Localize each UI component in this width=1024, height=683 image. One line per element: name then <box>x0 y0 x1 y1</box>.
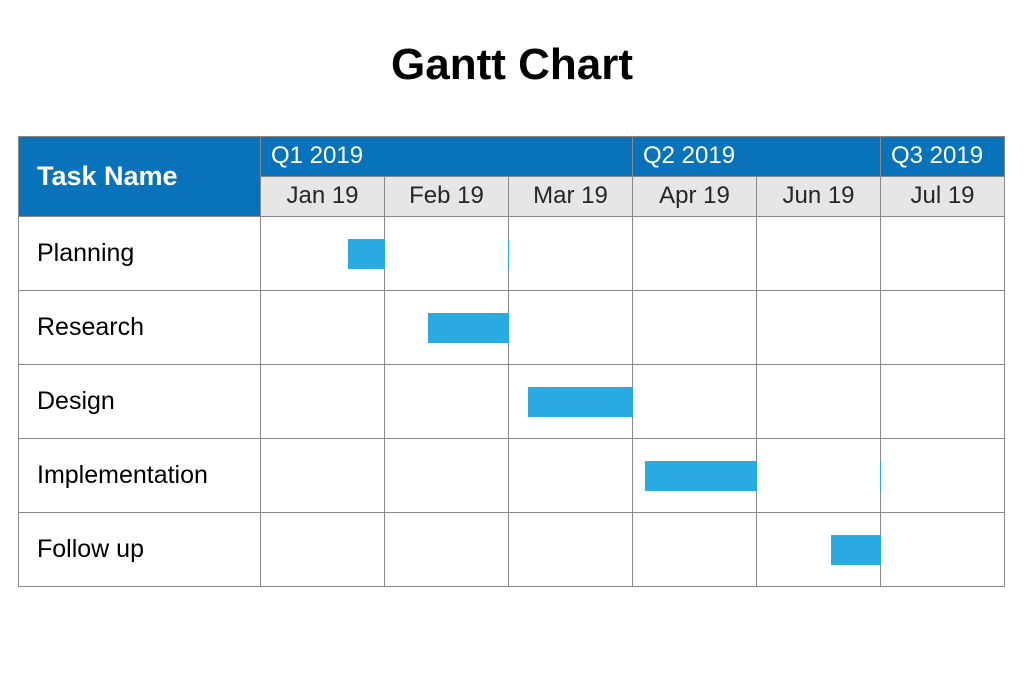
timeline-cell <box>385 365 509 439</box>
quarter-header: Q1 2019 <box>261 137 633 177</box>
timeline-cell <box>881 217 1005 291</box>
task-label: Planning <box>19 217 261 291</box>
gantt-table: Task NameQ1 2019Q2 2019Q3 2019 Jan 19Feb … <box>18 136 1005 587</box>
timeline-cell <box>757 291 881 365</box>
month-header: Apr 19 <box>633 177 757 217</box>
task-row: Planning <box>19 217 1005 291</box>
timeline-cell <box>509 291 633 365</box>
task-label: Follow up <box>19 513 261 587</box>
timeline-cell <box>385 291 509 365</box>
task-row: Follow up <box>19 513 1005 587</box>
page: Gantt Chart Task NameQ1 2019Q2 2019Q3 20… <box>0 0 1024 683</box>
task-label: Implementation <box>19 439 261 513</box>
month-header: Jul 19 <box>881 177 1005 217</box>
timeline-cell <box>385 513 509 587</box>
timeline-cell <box>881 291 1005 365</box>
timeline-cell <box>881 365 1005 439</box>
chart-title: Gantt Chart <box>0 40 1024 90</box>
timeline-cell <box>633 217 757 291</box>
timeline-cell <box>509 439 633 513</box>
month-header: Mar 19 <box>509 177 633 217</box>
timeline-cell <box>633 439 757 513</box>
timeline-cell <box>757 513 881 587</box>
timeline-cell <box>881 513 1005 587</box>
timeline-cell <box>757 439 881 513</box>
timeline-cell <box>509 365 633 439</box>
task-row: Design <box>19 365 1005 439</box>
task-label: Research <box>19 291 261 365</box>
timeline-cell <box>633 365 757 439</box>
task-row: Research <box>19 291 1005 365</box>
timeline-cell <box>261 217 385 291</box>
gantt-body: PlanningResearchDesignImplementationFoll… <box>19 217 1005 587</box>
timeline-cell <box>261 439 385 513</box>
timeline-cell <box>261 365 385 439</box>
quarter-header: Q2 2019 <box>633 137 881 177</box>
timeline-cell <box>757 365 881 439</box>
taskname-header: Task Name <box>19 137 261 217</box>
month-header: Feb 19 <box>385 177 509 217</box>
timeline-cell <box>385 439 509 513</box>
timeline-cell <box>633 513 757 587</box>
timeline-cell <box>261 291 385 365</box>
task-label: Design <box>19 365 261 439</box>
timeline-cell <box>509 217 633 291</box>
timeline-cell <box>509 513 633 587</box>
timeline-cell <box>261 513 385 587</box>
quarter-header: Q3 2019 <box>881 137 1005 177</box>
task-row: Implementation <box>19 439 1005 513</box>
timeline-cell <box>385 217 509 291</box>
timeline-cell <box>633 291 757 365</box>
gantt-header: Task NameQ1 2019Q2 2019Q3 2019 Jan 19Feb … <box>19 137 1005 217</box>
month-header: Jun 19 <box>757 177 881 217</box>
timeline-cell <box>757 217 881 291</box>
month-header: Jan 19 <box>261 177 385 217</box>
timeline-cell <box>881 439 1005 513</box>
